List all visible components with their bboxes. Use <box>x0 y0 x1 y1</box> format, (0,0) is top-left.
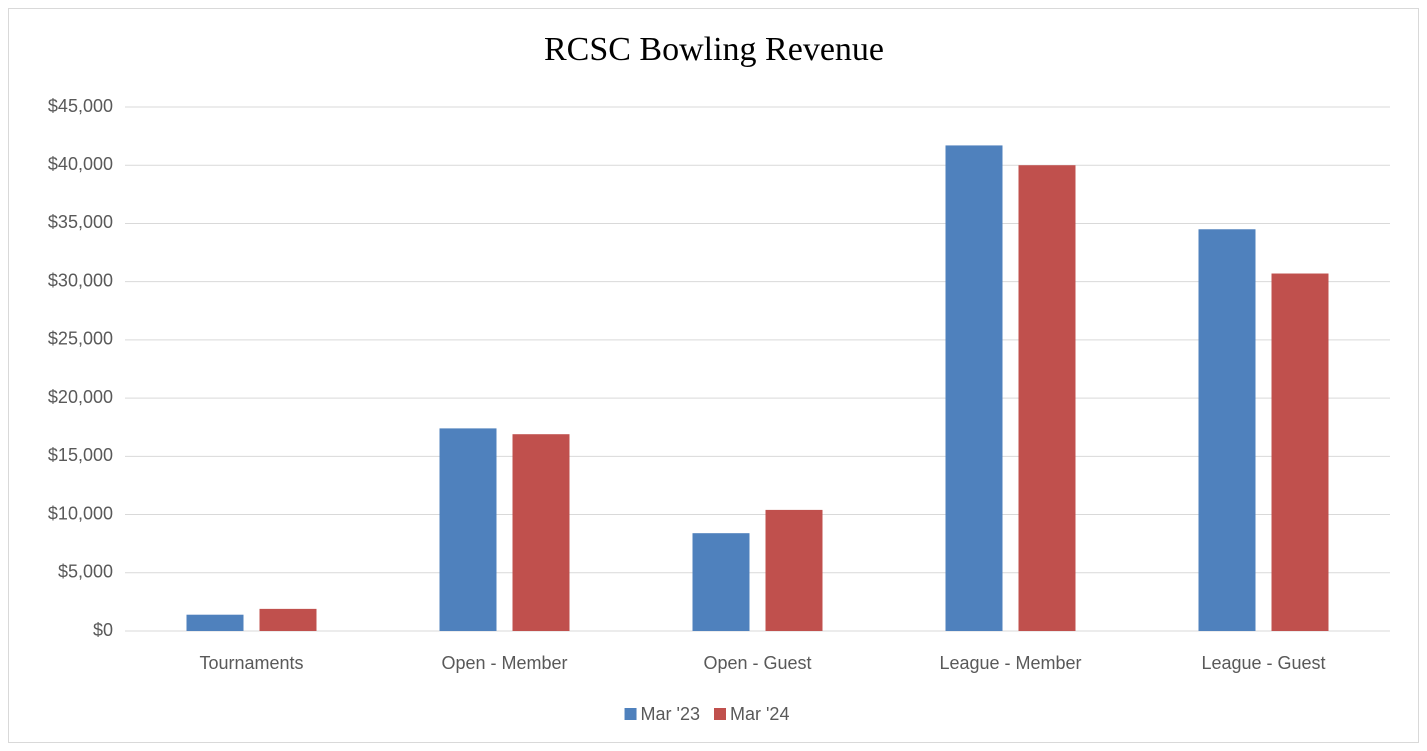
x-tick-label: League - Guest <box>1201 653 1325 673</box>
legend-swatch <box>624 708 637 720</box>
bar <box>259 608 317 631</box>
y-tick-label: $25,000 <box>48 329 113 349</box>
bar <box>692 533 750 631</box>
y-tick-label: $5,000 <box>58 562 113 582</box>
legend-swatch <box>714 708 726 720</box>
y-tick-label: $35,000 <box>48 212 113 232</box>
y-tick-label: $15,000 <box>48 445 113 465</box>
y-tick-label: $40,000 <box>48 154 113 174</box>
bar <box>1271 273 1329 631</box>
chart-title: RCSC Bowling Revenue <box>544 31 884 68</box>
x-tick-label: League - Member <box>939 653 1081 673</box>
bar <box>512 434 570 631</box>
legend-label: Mar '23 <box>641 704 700 724</box>
bar <box>186 614 244 631</box>
bar <box>1198 229 1256 631</box>
y-tick-label: $45,000 <box>48 96 113 116</box>
y-tick-label: $10,000 <box>48 503 113 523</box>
bar <box>945 145 1003 631</box>
bar <box>1018 165 1076 631</box>
y-tick-label: $0 <box>93 620 113 640</box>
x-tick-label: Tournaments <box>199 653 303 673</box>
y-tick-label: $30,000 <box>48 270 113 290</box>
bar <box>765 509 823 631</box>
x-tick-label: Open - Guest <box>703 653 811 673</box>
x-tick-label: Open - Member <box>441 653 567 673</box>
bar <box>439 428 497 631</box>
legend-label: Mar '24 <box>730 704 789 724</box>
y-tick-label: $20,000 <box>48 387 113 407</box>
